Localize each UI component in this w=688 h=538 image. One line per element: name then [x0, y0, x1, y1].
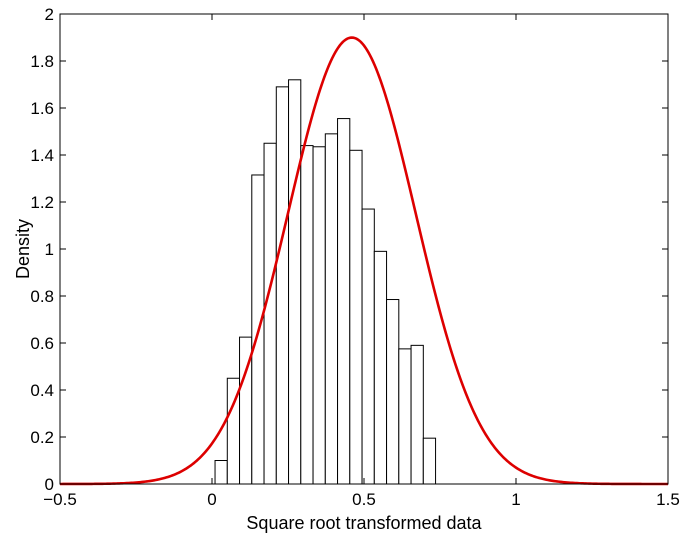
y-tick-label: 1.2 [30, 193, 54, 212]
y-tick-label: 0.8 [30, 287, 54, 306]
normal-density-curve [60, 36, 668, 486]
histogram-bar [410, 344, 424, 485]
y-tick-label: 0.2 [30, 428, 54, 447]
y-tick-label: 0.6 [30, 334, 54, 353]
histogram-bar [275, 86, 290, 485]
x-tick-label: −0.5 [43, 490, 77, 509]
y-tick-label: 1.6 [30, 99, 54, 118]
histogram-bar [288, 79, 302, 485]
y-tick-label: 0 [45, 475, 54, 494]
y-tick-label: 2 [45, 5, 54, 24]
y-tick-label: 1.4 [30, 146, 54, 165]
histogram-bar [337, 118, 351, 485]
histogram-bar [349, 149, 363, 485]
x-tick-label: 1.5 [656, 490, 680, 509]
x-tick-label: 0 [207, 490, 216, 509]
histogram-bars [214, 79, 437, 485]
histogram-bar [300, 145, 314, 485]
y-tick-label: 0.4 [30, 381, 54, 400]
histogram-bar [361, 208, 375, 485]
histogram-bar [398, 348, 412, 485]
x-tick-label: 0.5 [352, 490, 376, 509]
histogram-bar [422, 437, 437, 485]
histogram-bar [373, 250, 388, 485]
x-tick-label: 1 [511, 490, 520, 509]
y-tick-label: 1 [45, 240, 54, 259]
y-axis-label: Density [13, 219, 33, 279]
histogram-bar [263, 142, 277, 485]
axis-ticks: −0.5 0 0.5 1 1.500.20.40.60.811.21.41.61.82 [30, 5, 679, 509]
histogram-bar [214, 460, 228, 485]
histogram-bar [324, 133, 339, 485]
y-tick-label: 1.8 [30, 52, 54, 71]
histogram-bar [312, 146, 326, 485]
x-axis-label: Square root transformed data [246, 513, 482, 533]
histogram-bar [386, 299, 400, 485]
